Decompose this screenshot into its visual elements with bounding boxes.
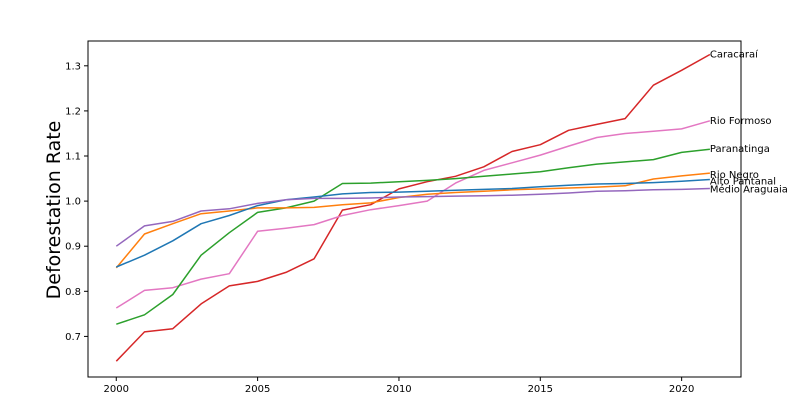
y-axis-title: Deforestation Rate	[43, 121, 65, 300]
x-tick-label: 2000	[104, 384, 129, 395]
series-label: Paranatinga	[710, 144, 770, 155]
y-axis: 0.7 0.8 0.9 1.0 1.1 1.2 1.3	[65, 61, 88, 343]
series-line-rio-negro	[115, 172, 710, 269]
series-label: Rio Negro	[710, 170, 759, 181]
y-tick-label: 1.0	[65, 197, 81, 208]
series-lines	[115, 53, 711, 362]
x-tick-label: 2005	[245, 384, 270, 395]
y-tick-label: 1.1	[65, 152, 81, 163]
x-tick-label: 2020	[669, 384, 694, 395]
y-tick-label: 0.8	[65, 287, 81, 298]
series-label: Caracaraí	[710, 49, 759, 61]
series-label: Alto Pantanal	[710, 176, 776, 187]
series-line-m-dio-araguaia	[115, 187, 710, 247]
y-tick-label: 1.3	[65, 61, 81, 72]
series-line-rio-formoso	[115, 120, 711, 309]
y-tick-label: 1.2	[65, 106, 81, 117]
series-label: Rio Formoso	[710, 116, 772, 127]
y-tick-label: 0.9	[65, 242, 81, 253]
series-line-caracara-	[115, 53, 711, 362]
x-tick-label: 2015	[528, 384, 553, 395]
y-tick-label: 0.7	[65, 332, 81, 343]
series-line-paranatinga	[116, 148, 710, 325]
series-label: Médio Araguaia	[710, 183, 788, 195]
series-labels: Caracaraí Rio Formoso Paranatinga Rio Negro…	[710, 49, 788, 196]
plot-frame	[87, 40, 742, 378]
x-axis: 2000 2005 2010 2015 2020	[104, 377, 694, 395]
x-tick-label: 2010	[386, 384, 411, 395]
plot-area	[87, 40, 742, 378]
series-line-alto-pantanal	[116, 178, 710, 268]
